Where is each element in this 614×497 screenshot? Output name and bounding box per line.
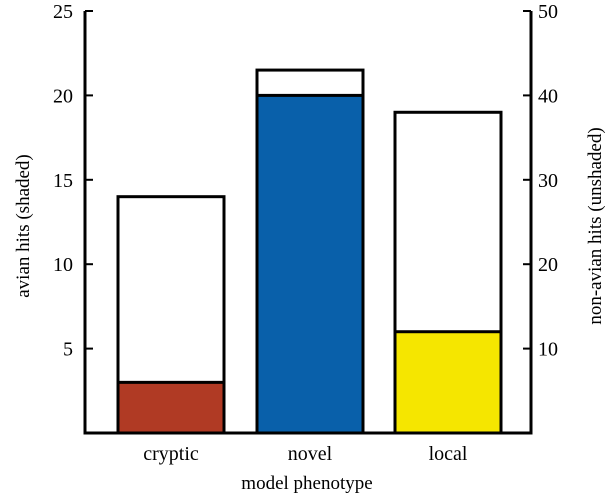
y-tick-label-right-50: 50 [538,1,558,23]
y-tick-label-right-30: 30 [538,170,558,192]
x-tick-label-local: local [429,443,468,465]
x-tick-label-cryptic: cryptic [143,443,199,465]
y-tick-label-left-15: 15 [53,170,73,192]
y-tick-label-left-5: 5 [63,339,73,361]
x-axis-label: model phenotype [241,473,372,494]
bars-group [116,68,503,435]
bar-avian-novel [255,93,365,435]
y-tick-label-right-10: 10 [538,339,558,361]
y-tick-label-left-20: 20 [53,85,73,107]
y-tick-label-left-10: 10 [53,254,73,276]
axes-group [83,11,533,435]
y-axis-label-left: avian hits (shaded) [13,154,34,298]
x-tick-label-novel: novel [288,443,333,465]
y-axis-label-right: non-avian hits (unshaded) [585,127,606,324]
y-tick-label-left-25: 25 [53,1,73,23]
bar-avian-local [393,330,503,435]
ticks-group: cryptic novel local 5 10 15 20 25 10 20 30 40 50 [53,1,558,465]
bar-avian-cryptic [116,380,226,435]
y-tick-label-right-20: 20 [538,254,558,276]
y-tick-label-right-40: 40 [538,85,558,107]
